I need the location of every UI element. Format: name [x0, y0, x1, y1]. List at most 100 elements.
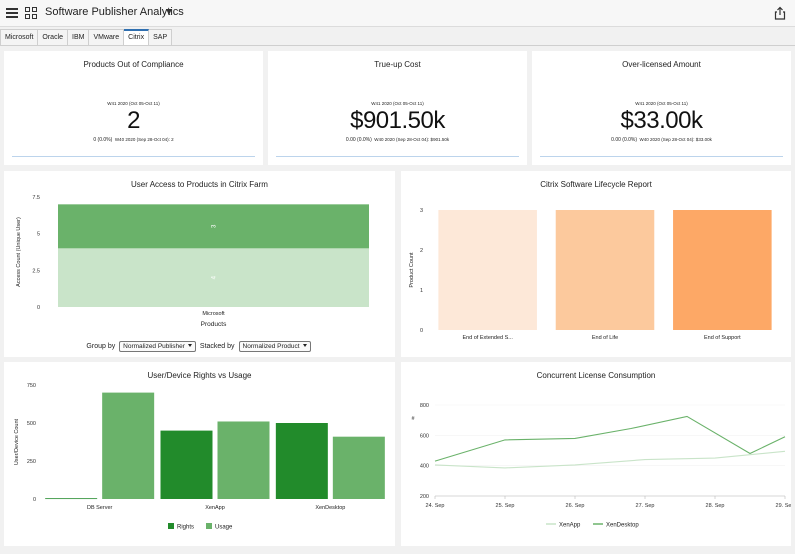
y-tick-label: 500: [27, 421, 36, 427]
y-tick-label: 750: [27, 383, 36, 389]
chart-card-lifecycle: Citrix Software Lifecycle Report 0 1 2 3 Pro…: [401, 171, 791, 357]
rights-usage-chart: 0 250 500 750 User/Device Count DB Server XenA…: [14, 383, 385, 531]
x-tick-label: End of Life: [592, 335, 618, 341]
y-tick-label: 250: [27, 459, 36, 465]
hamburger-icon[interactable]: [6, 8, 18, 18]
x-tick-label: Microsoft: [202, 311, 225, 317]
x-tick-label: End of Support: [704, 335, 741, 341]
tab-vmware[interactable]: VMware: [89, 29, 125, 46]
tab-microsoft[interactable]: Microsoft: [0, 29, 39, 46]
stacked-by-label: Stacked by: [199, 343, 235, 350]
x-tick-label: 26. Sep: [566, 503, 585, 509]
chart-card-rights-usage: User/Device Rights vs Usage 0 250 500 750 Us…: [4, 362, 395, 546]
y-tick-label: 800: [420, 403, 429, 409]
group-controls: Group by Normalized Publisher Stacked by…: [4, 341, 395, 352]
y-tick-label: 7.5: [32, 195, 40, 201]
top-bar: Software Publisher Analytics: [0, 0, 795, 27]
y-tick-label: 1: [420, 288, 423, 294]
chart-card-concurrent: Concurrent License Consumption 200 400 600…: [401, 362, 791, 546]
y-tick-label: 2: [420, 248, 423, 254]
x-tick-label: 25. Sep: [496, 503, 515, 509]
bar-usage: [217, 421, 270, 499]
x-tick-label: End of Extended S...: [462, 335, 513, 341]
tab-citrix[interactable]: Citrix: [124, 29, 150, 46]
kpi-compare: 0 (0.0%) W40 2020 (Sep 28-Oct 04): 2: [4, 137, 263, 143]
stacked-bar-segment: [58, 248, 369, 307]
concurrent-license-chart: 200 400 600 800 #24. Sep 25. Sep 26. Sep 27. Se…: [411, 403, 791, 529]
group-by-select[interactable]: Normalized Publisher: [119, 341, 196, 352]
x-tick-label: XenApp: [205, 505, 225, 511]
chart-title: Concurrent License Consumption: [536, 371, 656, 380]
x-tick-label: 29. Sep: [776, 503, 791, 509]
kpi-period: W41 2020 (Oct 05-Oct 11): [635, 101, 688, 106]
stacked-by-value: Normalized Product: [242, 343, 300, 350]
legend-swatch: [168, 523, 174, 529]
kpi-period: W41 2020 (Oct 05-Oct 11): [371, 101, 424, 106]
tab-ibm[interactable]: IBM: [68, 29, 90, 46]
legend-label: Usage: [215, 525, 233, 531]
y-axis-label: Product Count: [409, 252, 415, 288]
bar-rights: [275, 423, 328, 499]
y-tick-label: 400: [420, 464, 429, 470]
kpi-change: 0.00 (0.0%): [611, 137, 638, 143]
x-axis-label: Products: [201, 321, 227, 328]
group-by-label: Group by: [86, 343, 116, 350]
y-tick-label: 0: [37, 305, 40, 311]
data-label: 4: [212, 275, 218, 279]
chevron-down-icon: [187, 344, 192, 347]
chart-title: Citrix Software Lifecycle Report: [540, 180, 652, 189]
lifecycle-chart: 0 1 2 3 Product Count End of Extended S... End…: [409, 208, 772, 341]
x-tick-label: 24. Sep: [426, 503, 445, 509]
publisher-tabs: Microsoft Oracle IBM VMware Citrix SAP: [0, 29, 173, 46]
kpi-trend-line: [12, 156, 255, 157]
x-tick-label: DB Server: [87, 505, 113, 511]
chevron-down-icon: [302, 344, 307, 347]
kpi-card-trueup: True-up Cost W41 2020 (Oct 05-Oct 11) $9…: [268, 51, 527, 165]
y-axis-label: Access Count (Unique User): [16, 217, 22, 287]
legend-label: XenDesktop: [606, 523, 639, 529]
legend-label: XenApp: [559, 523, 581, 529]
kpi-value: 2: [127, 107, 140, 134]
kpi-change: 0 (0.0%): [93, 137, 113, 143]
grid-icon[interactable]: [25, 7, 37, 19]
stacked-by-select[interactable]: Normalized Product: [238, 341, 311, 352]
kpi-title: Products Out of Compliance: [83, 60, 184, 69]
chart-title: User/Device Rights vs Usage: [147, 371, 252, 380]
share-icon[interactable]: [774, 6, 786, 20]
series-line-xenapp: [434, 450, 786, 469]
x-tick-label: XenDesktop: [315, 505, 345, 511]
kpi-trend-line: [540, 156, 783, 157]
y-tick-label: 600: [420, 433, 429, 439]
chart-card-user-access: User Access to Products in Citrix Farm 0…: [4, 171, 395, 357]
bar-usage: [102, 392, 155, 499]
kpi-card-overlicensed: Over-licensed Amount W41 2020 (Oct 05-Oc…: [532, 51, 791, 165]
lifecycle-bar: [673, 210, 772, 330]
bar-rights: [160, 430, 213, 499]
data-label: 3: [212, 224, 218, 228]
y-tick-label: 0: [420, 328, 423, 334]
app-title[interactable]: Software Publisher Analytics: [45, 6, 184, 18]
kpi-compare: 0.00 (0.0%) W40 2020 (Sep 28-Oct 04): $9…: [268, 137, 527, 143]
stacked-bar-segment: [58, 204, 369, 249]
y-tick-label: 0: [33, 497, 36, 503]
kpi-previous: W40 2020 (Sep 28-Oct 04): $33.00k: [639, 137, 712, 142]
kpi-value: $33.00k: [620, 107, 703, 134]
lifecycle-bar: [555, 210, 655, 330]
y-axis-label: User/Device Count: [14, 418, 20, 465]
kpi-trend-line: [276, 156, 519, 157]
caret-down-icon[interactable]: [166, 9, 172, 15]
kpi-change: 0.00 (0.0%): [345, 137, 372, 143]
kpi-compare: 0.00 (0.0%) W40 2020 (Sep 28-Oct 04): $3…: [532, 137, 791, 143]
y-axis-label: #: [411, 416, 415, 422]
y-tick-label: 3: [420, 208, 423, 214]
kpi-period: W41 2020 (Oct 05-Oct 11): [107, 101, 160, 106]
y-tick-label: 2.5: [32, 268, 40, 274]
tab-sap[interactable]: SAP: [149, 29, 173, 46]
tab-oracle[interactable]: Oracle: [38, 29, 69, 46]
kpi-previous: W40 2020 (Sep 28-Oct 04): $901.50k: [374, 137, 450, 142]
lifecycle-bar: [438, 210, 537, 330]
x-tick-label: 28. Sep: [706, 503, 725, 509]
kpi-card-compliance: Products Out of Compliance W41 2020 (Oct…: [4, 51, 263, 165]
bar-usage: [332, 436, 385, 499]
kpi-title: True-up Cost: [374, 60, 421, 69]
